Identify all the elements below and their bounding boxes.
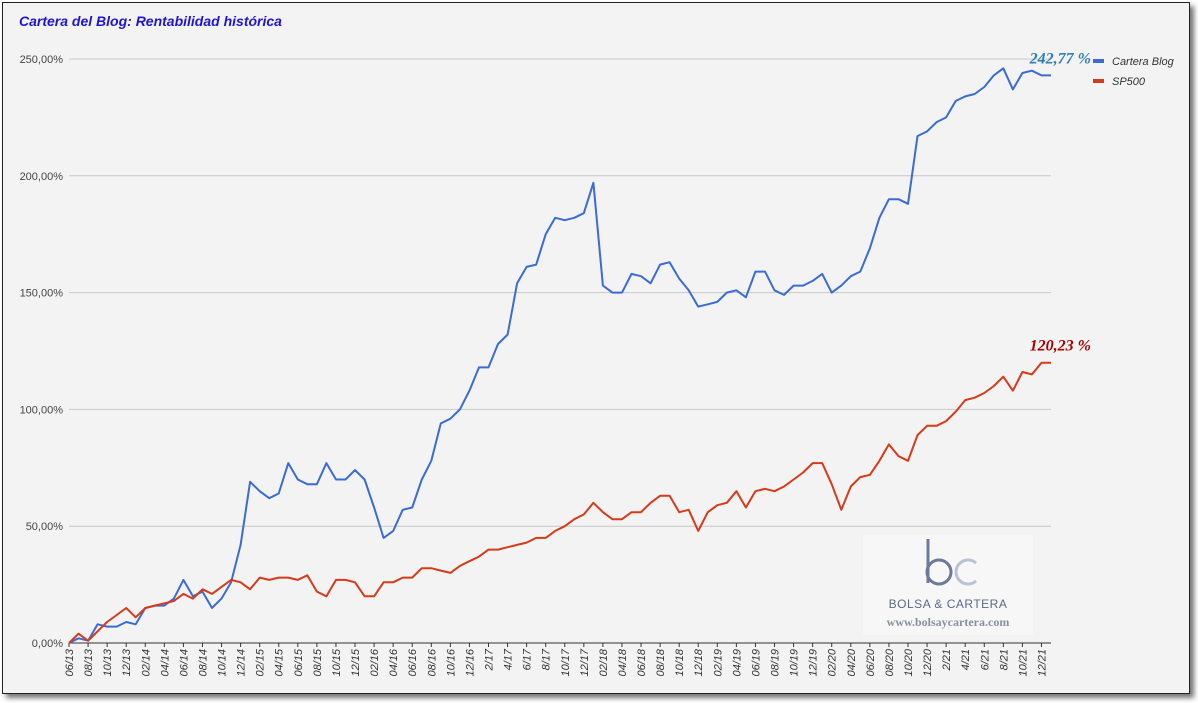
x-tick-label: 04/16 <box>388 648 400 676</box>
y-tick-label: 150,00% <box>20 288 64 300</box>
x-tick-label: 6/21 <box>979 649 991 670</box>
y-tick-label: 250,00% <box>20 54 64 66</box>
x-tick-label: 02/15 <box>255 648 267 676</box>
legend-label-sp500: SP500 <box>1112 76 1146 88</box>
bolsa-cartera-logo <box>863 535 1033 595</box>
y-tick-label: 100,00% <box>20 404 64 416</box>
x-tick-label: 12/14 <box>236 649 248 677</box>
x-tick-label: 02/20 <box>827 648 839 676</box>
chart-frame: Cartera del Blog: Rentabilidad histórica… <box>2 2 1190 694</box>
watermark-brand: BOLSA & CARTERA <box>863 597 1033 611</box>
y-tick-label: 50,00% <box>26 521 64 533</box>
y-tick-label: 0,00% <box>32 638 63 650</box>
x-tick-label: 8/17 <box>541 648 553 670</box>
x-tick-label: 12/13 <box>121 648 133 676</box>
x-tick-label: 10/16 <box>445 648 457 676</box>
end-value-label-cartera-blog: 242,77 % <box>1029 50 1091 67</box>
x-tick-label: 6/17 <box>522 648 534 670</box>
x-tick-label: 10/15 <box>331 648 343 676</box>
x-tick-label: 12/20 <box>922 648 934 676</box>
x-tick-label: 8/21 <box>998 649 1010 670</box>
x-tick-label: 2/21 <box>941 649 953 671</box>
x-tick-label: 4/21 <box>960 649 972 670</box>
x-tick-label: 08/18 <box>655 648 667 676</box>
x-tick-label: 02/14 <box>140 649 152 677</box>
x-tick-label: 12/21 <box>1036 649 1048 677</box>
x-tick-label: 08/20 <box>884 648 896 676</box>
y-tick-label: 200,00% <box>20 171 64 183</box>
x-tick-label: 10/18 <box>674 648 686 676</box>
x-tick-label: 12/19 <box>808 649 820 677</box>
x-tick-label: 12/16 <box>464 648 476 676</box>
x-tick-label: 06/15 <box>293 648 305 676</box>
end-value-label-sp500: 120,23 % <box>1030 338 1091 355</box>
x-tick-label: 12/18 <box>693 648 705 676</box>
x-tick-label: 12/15 <box>350 648 362 676</box>
x-tick-label: 04/20 <box>846 648 858 676</box>
x-tick-label: 06/19 <box>750 649 762 677</box>
x-tick-label: 4/17 <box>503 648 515 670</box>
x-tick-label: 02/18 <box>598 648 610 676</box>
x-tick-label: 04/15 <box>274 648 286 676</box>
x-tick-label: 06/13 <box>64 648 76 676</box>
x-tick-label: 04/18 <box>617 648 629 676</box>
x-tick-label: 10/21 <box>1017 649 1029 677</box>
x-tick-label: 08/13 <box>83 648 95 676</box>
x-tick-label: 02/19 <box>712 649 724 677</box>
x-tick-label: 12/17 <box>579 648 591 676</box>
x-tick-label: 04/14 <box>159 649 171 677</box>
legend-label-cartera-blog: Cartera Blog <box>1112 56 1175 68</box>
x-tick-label: 06/18 <box>636 648 648 676</box>
x-tick-label: 06/16 <box>407 648 419 676</box>
x-tick-label: 08/16 <box>426 648 438 676</box>
watermark-url: www.bolsaycartera.com <box>863 615 1033 630</box>
x-tick-label: 10/17 <box>560 648 572 676</box>
watermark: BOLSA & CARTERA www.bolsaycartera.com <box>863 535 1033 635</box>
x-tick-label: 08/15 <box>312 648 324 676</box>
x-tick-label: 06/20 <box>865 648 877 676</box>
x-tick-label: 04/19 <box>731 649 743 677</box>
x-tick-label: 10/14 <box>217 649 229 677</box>
x-tick-label: 10/13 <box>102 648 114 676</box>
x-tick-label: 10/19 <box>789 649 801 677</box>
x-tick-label: 06/14 <box>178 649 190 677</box>
x-tick-label: 02/16 <box>369 648 381 676</box>
x-tick-label: 2/17 <box>483 648 495 671</box>
x-tick-label: 08/14 <box>197 649 209 677</box>
x-tick-label: 10/20 <box>903 648 915 676</box>
x-tick-label: 08/19 <box>770 649 782 677</box>
